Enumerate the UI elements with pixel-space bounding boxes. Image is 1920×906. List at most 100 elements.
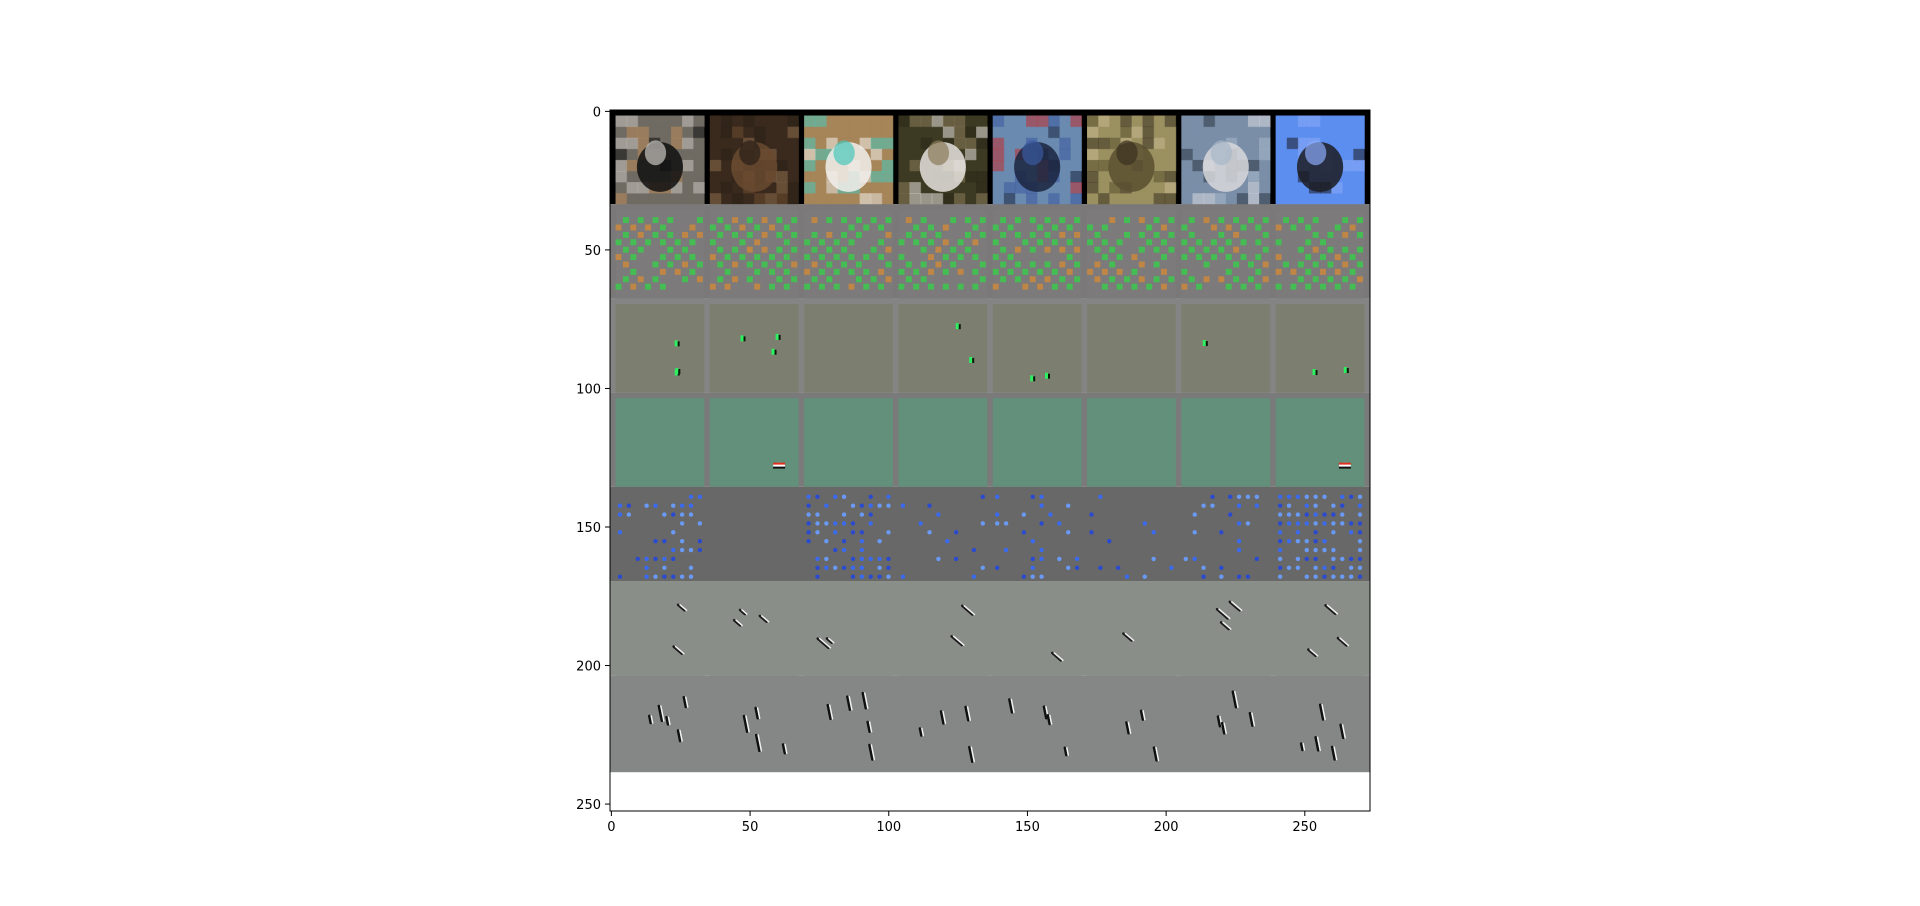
image-pixel (1109, 115, 1121, 128)
activation-mark (1219, 574, 1224, 579)
image-pixel (992, 193, 1005, 205)
activation-mark (1115, 565, 1121, 571)
image-pixel (870, 159, 883, 172)
activation-mark (1341, 724, 1346, 739)
activation-mark (979, 261, 986, 268)
activation-mark (667, 217, 674, 224)
activation-mark (868, 521, 873, 526)
activation-mark (1357, 503, 1363, 508)
image-pixel (1164, 171, 1177, 183)
image-pixel (920, 137, 933, 150)
activation-mark (697, 538, 703, 544)
activation-mark (833, 268, 840, 275)
image-pixel (709, 193, 722, 205)
activation-mark (1053, 652, 1064, 662)
activation-mark (1320, 239, 1326, 246)
image-pixel (709, 137, 722, 150)
activation-mark (1094, 261, 1101, 268)
activation-mark (870, 276, 877, 283)
activation-mark (1304, 503, 1309, 508)
activation-mark (1168, 231, 1175, 238)
activation-mark (671, 512, 676, 517)
activation-mark (1124, 217, 1130, 224)
activation-mark (1286, 512, 1292, 517)
image-pixel (1203, 182, 1216, 194)
image-pixel (1026, 193, 1038, 205)
image-pixel (671, 137, 683, 150)
activation-mark (815, 494, 820, 500)
activation-mark (1334, 254, 1341, 261)
activation-mark (957, 283, 964, 290)
activation-mark (754, 254, 761, 261)
activation-mark (1348, 494, 1354, 500)
image-pixel (909, 137, 922, 150)
activation-mark (1305, 224, 1312, 231)
activation-mark (950, 217, 957, 224)
activation-mark (815, 530, 820, 535)
image-highlight (1210, 140, 1232, 166)
activation-mark (1151, 556, 1156, 562)
image-pixel (1070, 148, 1083, 161)
tile-background (804, 398, 893, 487)
image-pixel (1259, 148, 1271, 161)
activation-mark (630, 268, 637, 275)
activation-mark (818, 268, 825, 275)
tile-background (1181, 586, 1271, 676)
image-pixel (1070, 171, 1083, 183)
image-pixel (1286, 148, 1299, 161)
image-pixel (815, 115, 827, 128)
activation-mark (1037, 239, 1044, 246)
activation-mark (1116, 283, 1123, 290)
image-pixel (1247, 159, 1260, 172)
activation-mark (905, 217, 912, 224)
activation-mark (1181, 268, 1188, 275)
activation-mark (885, 217, 892, 224)
image-pixel (870, 115, 883, 128)
activation-mark (1059, 217, 1066, 224)
activation-mark (1309, 648, 1319, 657)
activation-mark (942, 224, 949, 231)
input-image-tile (615, 115, 705, 205)
activation-mark (818, 254, 825, 261)
activation-mark (850, 503, 856, 508)
image-highlight (1304, 140, 1327, 166)
image-pixel (1286, 126, 1299, 139)
image-pixel (637, 126, 650, 139)
activation-mark (665, 716, 670, 726)
activation-mark (774, 349, 777, 355)
activation-mark (689, 254, 696, 261)
activation-mark (920, 231, 927, 238)
activation-mark (863, 268, 870, 275)
activation-mark (776, 261, 783, 268)
activation-mark (826, 276, 833, 283)
activation-mark (1322, 494, 1327, 500)
activation-mark (758, 614, 768, 623)
activation-mark (1277, 512, 1283, 517)
activation-mark (958, 324, 961, 330)
activation-mark (826, 217, 833, 224)
activation-mark (1039, 494, 1044, 500)
feature-map-tile (898, 398, 988, 487)
activation-mark (995, 512, 1000, 517)
activation-mark (1348, 574, 1354, 579)
image-pixel (1247, 182, 1260, 194)
activation-mark (754, 268, 761, 275)
activation-mark (1008, 698, 1014, 714)
activation-mark (848, 268, 855, 275)
activation-mark (1255, 254, 1262, 261)
image-pixel (898, 148, 911, 161)
image-pixel (870, 148, 883, 161)
activation-mark (1188, 231, 1195, 238)
image-pixel (1070, 193, 1083, 205)
activation-mark (1044, 231, 1051, 238)
activation-mark (1218, 608, 1231, 620)
activation-mark (1151, 530, 1156, 535)
activation-mark (1219, 565, 1224, 571)
activation-mark (635, 556, 640, 562)
activation-mark (1312, 246, 1319, 253)
image-pixel (1087, 193, 1099, 205)
activation-mark (709, 239, 716, 246)
activation-mark (1146, 224, 1153, 231)
activation-mark (696, 231, 703, 238)
image-pixel (1164, 115, 1177, 128)
